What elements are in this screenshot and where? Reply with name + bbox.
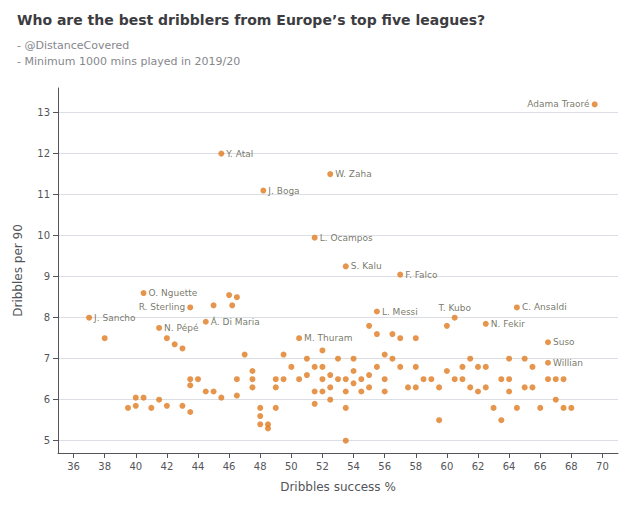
svg-text:N. Pépé: N. Pépé <box>164 323 199 333</box>
svg-text:12: 12 <box>37 148 50 159</box>
svg-text:W. Zaha: W. Zaha <box>335 169 372 179</box>
svg-text:J. Sancho: J. Sancho <box>93 313 136 323</box>
svg-text:C. Ansaldi: C. Ansaldi <box>522 302 567 312</box>
svg-text:- @DistanceCovered: - @DistanceCovered <box>17 39 129 52</box>
svg-text:R. Sterling: R. Sterling <box>139 302 186 312</box>
svg-text:9: 9 <box>44 271 50 282</box>
svg-text:L. Messi: L. Messi <box>382 307 418 317</box>
svg-text:Willian: Willian <box>553 358 583 368</box>
svg-text:36: 36 <box>67 461 80 472</box>
svg-text:58: 58 <box>409 461 422 472</box>
svg-text:N. Fekir: N. Fekir <box>491 319 525 329</box>
svg-text:8: 8 <box>44 312 50 323</box>
svg-text:64: 64 <box>503 461 516 472</box>
svg-text:F. Falco: F. Falco <box>405 270 438 280</box>
svg-text:M. Thuram: M. Thuram <box>304 333 352 343</box>
svg-text:T. Kubo: T. Kubo <box>437 303 471 313</box>
svg-text:Suso: Suso <box>553 337 575 347</box>
svg-text:42: 42 <box>161 461 174 472</box>
svg-text:11: 11 <box>37 189 50 200</box>
svg-text:60: 60 <box>441 461 454 472</box>
svg-text:70: 70 <box>596 461 609 472</box>
svg-text:- Minimum 1000 mins played in: - Minimum 1000 mins played in 2019/20 <box>17 55 240 68</box>
svg-text:7: 7 <box>44 353 50 364</box>
svg-text:5: 5 <box>44 435 50 446</box>
svg-text:38: 38 <box>98 461 111 472</box>
svg-text:10: 10 <box>37 230 50 241</box>
svg-text:Dribbles success %: Dribbles success % <box>280 480 396 494</box>
svg-text:13: 13 <box>37 107 50 118</box>
svg-text:48: 48 <box>254 461 267 472</box>
svg-text:56: 56 <box>378 461 391 472</box>
svg-text:50: 50 <box>285 461 298 472</box>
svg-text:O. Nguette: O. Nguette <box>149 288 198 298</box>
svg-text:52: 52 <box>316 461 329 472</box>
svg-text:40: 40 <box>129 461 142 472</box>
svg-text:6: 6 <box>44 394 50 405</box>
svg-text:68: 68 <box>565 461 578 472</box>
svg-text:54: 54 <box>347 461 360 472</box>
svg-text:S. Kalu: S. Kalu <box>351 261 382 271</box>
svg-text:J. Boga: J. Boga <box>267 186 299 196</box>
svg-text:46: 46 <box>223 461 236 472</box>
svg-text:L. Ocampos: L. Ocampos <box>320 233 373 243</box>
svg-text:66: 66 <box>534 461 547 472</box>
svg-text:Dribbles per 90: Dribbles per 90 <box>11 224 25 317</box>
svg-text:44: 44 <box>192 461 205 472</box>
svg-text:Adama Traoré: Adama Traoré <box>527 99 590 109</box>
svg-text:Y. Atal: Y. Atal <box>225 149 253 159</box>
svg-text:Who are the best dribblers fro: Who are the best dribblers from Europe’s… <box>17 12 485 28</box>
svg-text:62: 62 <box>472 461 485 472</box>
svg-text:Á. Di Maria: Á. Di Maria <box>211 316 260 327</box>
